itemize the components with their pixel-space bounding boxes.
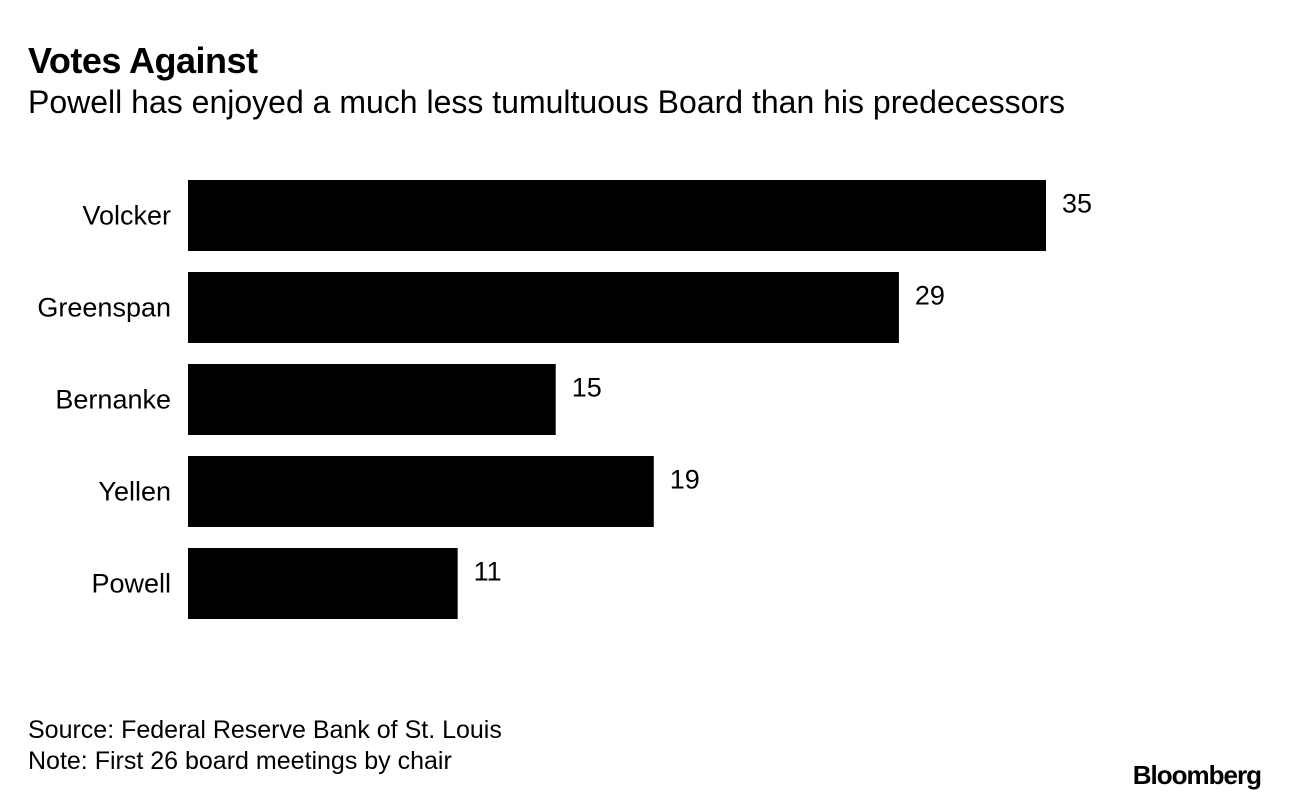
footnote: Note: First 26 board meetings by chair — [28, 747, 452, 775]
bar-chart: Volcker 35 Greenspan 29 Bernanke 15 Yellen 19 Po… — [37, 180, 1092, 619]
value-label-yellen: 19 — [670, 465, 700, 495]
bar-yellen — [188, 456, 654, 527]
bloomberg-logo: Bloomberg — [1132, 760, 1262, 790]
category-label-powell: Powell — [91, 569, 171, 599]
value-label-bernanke: 15 — [572, 373, 602, 403]
bar-powell — [188, 548, 458, 619]
value-label-powell: 11 — [474, 557, 502, 587]
bar-bernanke — [188, 364, 556, 435]
category-label-yellen: Yellen — [98, 477, 171, 507]
source-note: Source: Federal Reserve Bank of St. Loui… — [28, 716, 502, 744]
bars-layer: Volcker 35 Greenspan 29 Bernanke 15 Yellen 19 Po… — [37, 180, 1092, 619]
value-label-volcker: 35 — [1062, 189, 1092, 219]
chart-title: Votes Against — [28, 40, 258, 81]
bar-volcker — [188, 180, 1046, 251]
value-label-greenspan: 29 — [915, 281, 945, 311]
category-label-volcker: Volcker — [82, 201, 171, 231]
category-label-greenspan: Greenspan — [37, 293, 171, 323]
category-label-bernanke: Bernanke — [55, 385, 171, 415]
bar-greenspan — [188, 272, 899, 343]
chart-subtitle: Powell has enjoyed a much less tumultuou… — [28, 84, 1066, 120]
